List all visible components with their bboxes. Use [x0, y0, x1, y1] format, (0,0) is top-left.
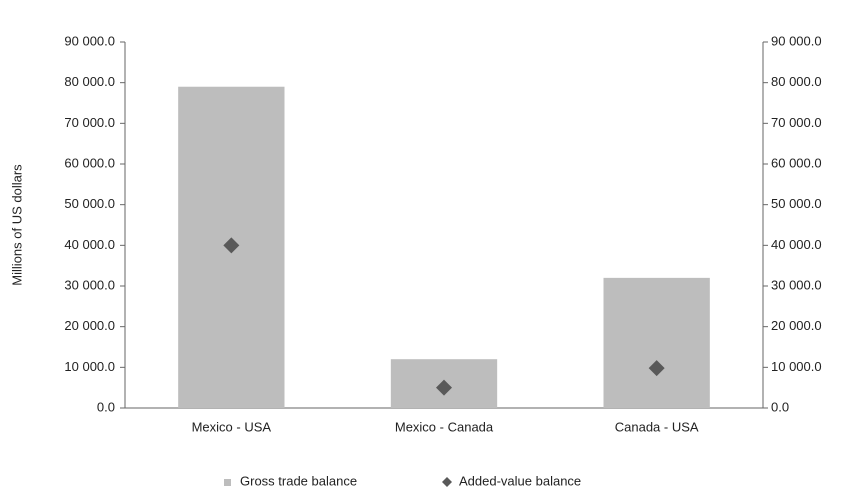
y-axis-label: Millions of US dollars: [9, 164, 24, 286]
marker: [436, 379, 452, 396]
y2-tick-label: 0.0: [771, 399, 789, 414]
x-tick-label: Canada - USA: [615, 419, 699, 434]
marker: [223, 237, 240, 254]
marker: [648, 360, 665, 377]
y2-tick-label: 60 000.0: [771, 155, 822, 170]
y-tick-label: 90 000.0: [64, 33, 115, 48]
x-tick-label: Mexico - Canada: [395, 419, 494, 434]
y-tick-label: 30 000.0: [64, 277, 115, 292]
y2-tick-label: 40 000.0: [771, 237, 822, 252]
x-tick-label: Mexico - USA: [192, 419, 272, 434]
y2-tick-label: 80 000.0: [771, 74, 822, 89]
y-tick-label: 80 000.0: [64, 74, 115, 89]
y2-tick-label: 30 000.0: [771, 277, 822, 292]
legend-label: Gross trade balance: [240, 473, 357, 488]
y2-tick-label: 20 000.0: [771, 318, 822, 333]
y-tick-label: 70 000.0: [64, 115, 115, 130]
legend-marker: [224, 479, 231, 486]
y-tick-label: 20 000.0: [64, 318, 115, 333]
y-tick-label: 10 000.0: [64, 359, 115, 374]
y-tick-label: 50 000.0: [64, 196, 115, 211]
y-tick-label: 0.0: [97, 399, 115, 414]
legend-marker: [442, 477, 452, 487]
legend-label: Added-value balance: [459, 473, 581, 488]
y2-tick-label: 50 000.0: [771, 196, 822, 211]
y2-tick-label: 10 000.0: [771, 359, 822, 374]
y2-tick-label: 90 000.0: [771, 33, 822, 48]
y-tick-label: 60 000.0: [64, 155, 115, 170]
y-tick-label: 40 000.0: [64, 237, 115, 252]
y2-tick-label: 70 000.0: [771, 115, 822, 130]
bar: [603, 277, 710, 408]
